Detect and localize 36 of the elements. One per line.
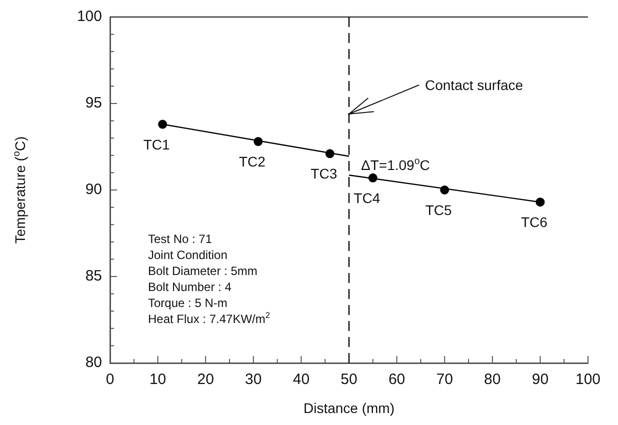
x-tick-label: 0 <box>106 371 114 388</box>
x-tick-label: 50 <box>340 371 358 388</box>
point <box>325 149 334 158</box>
data-label: TC5 <box>425 202 452 218</box>
data-label: TC1 <box>143 136 170 152</box>
data-label: TC3 <box>310 166 338 182</box>
y-tick-label: 85 <box>85 268 102 285</box>
y-tick-label: 80 <box>85 354 102 372</box>
x-tick-label: 20 <box>197 371 214 388</box>
point <box>536 198 545 207</box>
point <box>254 137 263 146</box>
x-tick-label: 80 <box>484 371 501 388</box>
point <box>440 186 450 194</box>
y-axis-title: Temperature (oC) <box>11 136 28 244</box>
y-tick-label: 100 <box>76 8 102 26</box>
x-axis-title: Distance (mm) <box>303 400 395 416</box>
y-tick-label: 95 <box>85 94 102 112</box>
data-label: TC4 <box>354 190 380 206</box>
annotation: Bolt Diameter : 5mm <box>148 264 258 278</box>
point <box>368 173 378 182</box>
y-tick-label: 90 <box>85 181 102 198</box>
x-tick-label: 100 <box>575 371 601 388</box>
x-tick-label: 60 <box>388 371 406 388</box>
x-tick-label: 40 <box>292 371 310 388</box>
annotation: Bolt Number : 4 <box>148 280 232 294</box>
x-tick-label: 30 <box>245 371 262 388</box>
annotation: Torque : 5 N-m <box>148 296 228 310</box>
data-label: TC6 <box>520 214 548 230</box>
annotation: Test No : 71 <box>148 232 212 246</box>
data-label: TC2 <box>238 154 266 170</box>
x-tick-label: 70 <box>436 371 453 388</box>
x-tick-label: 10 <box>149 371 166 388</box>
annotation: Joint Condition <box>148 248 228 262</box>
annotation: Contact surface <box>425 76 524 93</box>
x-tick-label: 90 <box>532 371 549 388</box>
point <box>158 120 168 129</box>
